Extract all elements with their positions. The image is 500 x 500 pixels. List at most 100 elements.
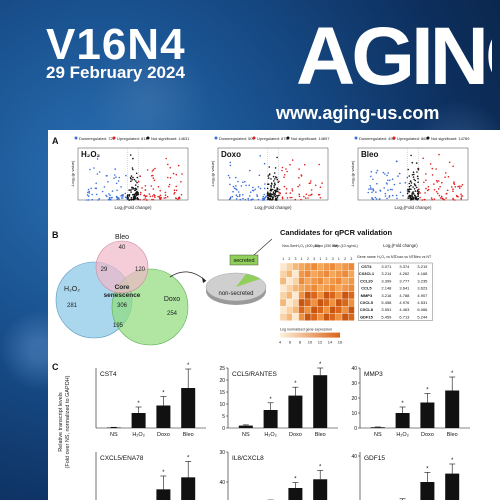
fc-bleo: 3.219 xyxy=(417,264,428,269)
volcano-point xyxy=(137,186,139,188)
volcano-point xyxy=(239,198,241,201)
volcano-point xyxy=(134,189,136,192)
volcano-point xyxy=(105,175,108,177)
volcano-point xyxy=(248,195,251,197)
volcano-point xyxy=(160,196,162,199)
fc-doxo: 4.788 xyxy=(399,293,410,298)
heatmap-cell xyxy=(304,298,312,307)
volcano-point xyxy=(135,188,138,190)
volcano-point xyxy=(274,167,277,169)
legend-ns-text: Not significant: 14789 xyxy=(431,136,470,141)
volcano-point xyxy=(139,198,141,201)
volcano-point xyxy=(276,196,279,199)
bar xyxy=(131,413,146,428)
volcano-point xyxy=(108,198,111,200)
volcano-point xyxy=(96,158,99,160)
y-tick-label: 25 xyxy=(219,366,225,372)
volcano-point xyxy=(133,178,136,181)
volcano-title: Doxo xyxy=(221,150,241,159)
heatmap-cell xyxy=(317,291,324,300)
volcano-point xyxy=(452,190,454,192)
heatmap-cell xyxy=(341,284,349,292)
volcano-point xyxy=(124,192,127,195)
heatmap-cell xyxy=(310,291,318,300)
volcano-point xyxy=(134,195,137,198)
heatmap-cell xyxy=(335,270,343,278)
gene-name: MMP3 xyxy=(361,293,373,298)
volcano-point xyxy=(416,175,419,178)
heatmap-cell xyxy=(348,306,355,314)
heatmap-cell xyxy=(323,291,330,300)
fc-col-label: Bleo vs NT xyxy=(414,255,432,259)
venn-bleo-circle xyxy=(95,240,149,294)
heatmap-cell xyxy=(292,313,299,321)
volcano-point xyxy=(128,194,131,196)
significance-star: * xyxy=(187,363,190,369)
volcano-point xyxy=(268,194,270,196)
volcano-xlabel: Log₂(Fold change) xyxy=(394,205,432,210)
heatmap-rep-label: 3 xyxy=(295,257,297,261)
fold-change-table: Log₂(Fold change) Gene name H₂O₂ vs NT Doxo… xyxy=(357,243,433,321)
category-label: Bleo xyxy=(315,432,326,438)
volcano-point xyxy=(87,191,89,194)
heatmap-cell xyxy=(279,270,287,278)
heatmap-cell xyxy=(348,262,355,271)
volcano-point xyxy=(393,183,396,186)
volcano-point xyxy=(127,198,129,200)
volcano-point xyxy=(412,191,414,193)
volcano-point xyxy=(408,185,411,188)
volcano-plot: Downregulated: 493 Upregulated: 865 Not si… xyxy=(350,136,470,210)
volcano-point xyxy=(132,176,134,179)
volcano-point xyxy=(433,189,436,191)
fc-h2o2: 3.399 xyxy=(381,278,392,283)
volcano-point xyxy=(278,194,281,196)
heatmap-cell xyxy=(298,284,305,292)
volcano-point xyxy=(237,180,239,183)
y-tick-label: 5 xyxy=(222,414,225,420)
volcano-point xyxy=(407,197,410,199)
volcano-point xyxy=(271,183,273,185)
volcano-point xyxy=(453,181,455,183)
volcano-point xyxy=(269,197,272,200)
fc-bleo: 4.907 xyxy=(417,293,428,298)
heatmap-cell xyxy=(329,313,336,321)
bar xyxy=(238,425,253,428)
legend-down-dot xyxy=(214,136,218,140)
secreted-label-box xyxy=(229,254,259,266)
volcano-point xyxy=(130,197,133,199)
volcano-point xyxy=(87,188,90,191)
category-label: Bleo xyxy=(447,432,458,438)
volcano-point xyxy=(297,185,299,188)
volcano-point xyxy=(285,168,287,170)
volcano-point xyxy=(438,194,441,197)
fc-table-frame xyxy=(358,262,433,321)
volcano-point xyxy=(433,198,436,200)
heatmap-cell xyxy=(298,270,305,278)
volcano-point xyxy=(130,189,132,191)
legend-down-text: Downregulated: 493 xyxy=(359,136,396,141)
legend-ns-dot xyxy=(146,136,150,140)
volcano-point xyxy=(175,173,178,176)
volcano-point xyxy=(139,175,141,177)
volcano-point xyxy=(291,188,293,190)
journal-url[interactable]: www.aging-us.com xyxy=(276,103,440,123)
heatmap-cell xyxy=(329,270,336,278)
category-label: Bleo xyxy=(183,432,194,438)
heatmap-cell xyxy=(304,262,312,271)
volcano-point xyxy=(303,163,306,166)
volcano-point xyxy=(249,169,251,172)
volcano-point xyxy=(267,175,270,177)
heatmap-cell xyxy=(317,284,324,292)
volcano-point xyxy=(135,172,138,175)
volcano-point xyxy=(229,197,232,200)
volcano-point xyxy=(389,188,392,191)
volcano-point xyxy=(130,198,132,201)
y-tick-label: 40 xyxy=(219,480,225,486)
volcano-point xyxy=(146,169,149,171)
volcano-point xyxy=(177,164,180,167)
panel-c-ylabel-2: (Fold over NS, normalized to GAPDH) xyxy=(65,375,71,468)
fc-header: Log₂(Fold change) xyxy=(383,243,418,248)
volcano-point xyxy=(130,180,132,183)
volcano-point xyxy=(140,191,142,194)
